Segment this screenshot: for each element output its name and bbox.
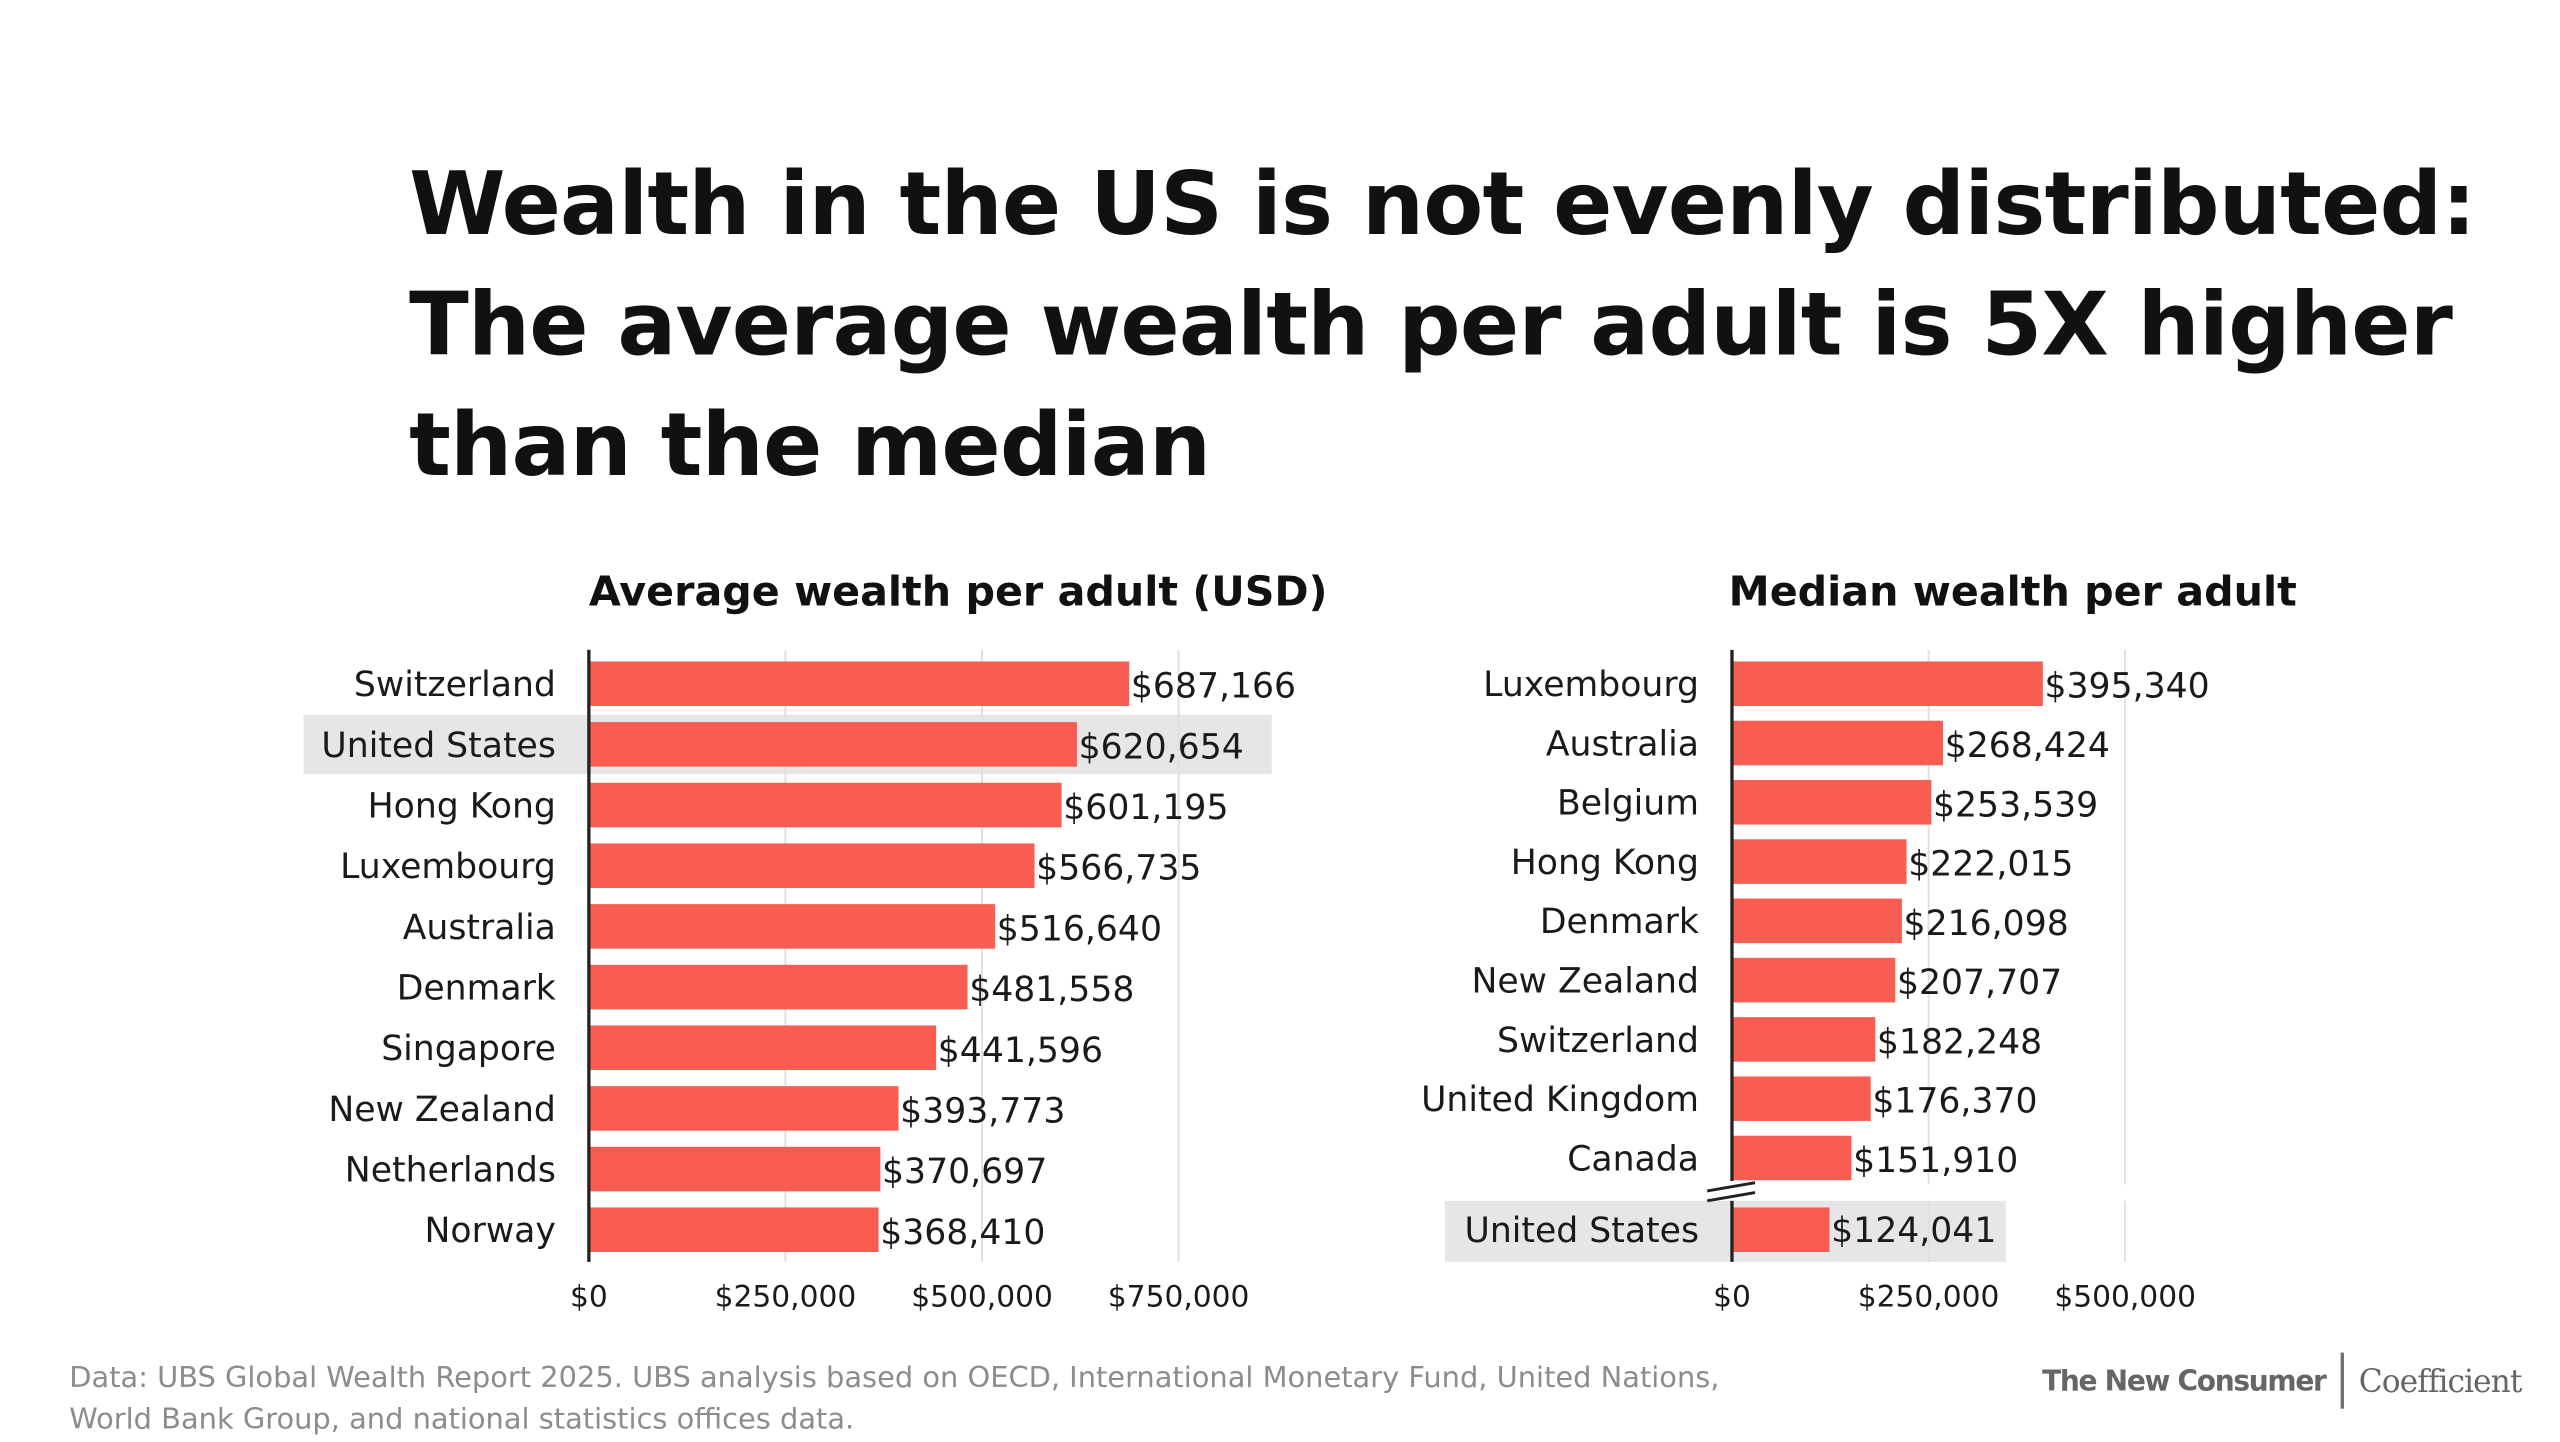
category-label-luxembourg: Luxembourg bbox=[1483, 665, 1699, 705]
bar-united-states bbox=[588, 722, 1077, 767]
value-label-australia: $516,640 bbox=[997, 909, 1162, 949]
bar-australia bbox=[1731, 720, 1944, 766]
category-label-belgium: Belgium bbox=[1557, 784, 1699, 824]
source-line-1: Data: UBS Global Wealth Report 2025. UBS… bbox=[69, 1362, 1720, 1396]
bar-australia bbox=[588, 904, 996, 949]
bar-new-zealand bbox=[1731, 957, 1896, 1003]
value-label-belgium: $253,539 bbox=[1933, 785, 2098, 825]
value-label-australia: $268,424 bbox=[1945, 726, 2110, 766]
category-label-singapore: Singapore bbox=[381, 1029, 556, 1069]
value-label-switzerland: $687,166 bbox=[1131, 667, 1296, 707]
value-label-denmark: $216,098 bbox=[1904, 904, 2069, 944]
category-label-new-zealand: New Zealand bbox=[328, 1090, 556, 1130]
tick-label-0: $0 bbox=[570, 1279, 608, 1314]
data-source-note: Data: UBS Global Wealth Report 2025. UBS… bbox=[69, 1359, 1817, 1441]
value-label-hong-kong: $222,015 bbox=[1908, 845, 2073, 885]
bar-luxembourg bbox=[1731, 661, 2043, 706]
title-line-2: The average wealth per adult is 5X highe… bbox=[409, 275, 2453, 377]
value-label-united-states: $620,654 bbox=[1079, 727, 1244, 767]
category-label-australia: Australia bbox=[403, 908, 556, 948]
bar-hong-kong bbox=[1731, 839, 1907, 884]
tick-label-3: $750,000 bbox=[1108, 1279, 1250, 1314]
bar-singapore bbox=[588, 1025, 937, 1070]
bar-hong-kong bbox=[588, 782, 1062, 828]
value-label-singapore: $441,596 bbox=[938, 1031, 1103, 1071]
bar-new-zealand bbox=[588, 1086, 899, 1131]
value-label-canada: $151,910 bbox=[1853, 1141, 2018, 1181]
value-label-luxembourg: $395,340 bbox=[2044, 667, 2209, 707]
value-label-new-zealand: $393,773 bbox=[900, 1091, 1065, 1131]
category-label-new-zealand: New Zealand bbox=[1471, 962, 1699, 1002]
tick-label-1: $250,000 bbox=[1858, 1279, 2000, 1314]
tick-label-0: $0 bbox=[1713, 1279, 1751, 1314]
category-label-norway: Norway bbox=[425, 1211, 556, 1251]
median-wealth-chart: Median wealth per adult Luxembourg $395,34… bbox=[1421, 567, 2297, 1314]
category-label-united-kingdom: United Kingdom bbox=[1421, 1080, 1699, 1120]
value-label-united-kingdom: $176,370 bbox=[1872, 1082, 2037, 1122]
chart-title: Median wealth per adult bbox=[1729, 567, 2297, 615]
bar-switzerland bbox=[588, 661, 1130, 706]
bar-united-states bbox=[1731, 1207, 1830, 1252]
highlight-band-united-states bbox=[1444, 1200, 2006, 1262]
main-title: Wealth in the US is not evenly distribut… bbox=[409, 145, 2476, 506]
category-label-netherlands: Netherlands bbox=[345, 1150, 556, 1190]
bar-canada bbox=[1731, 1135, 1852, 1181]
bar-denmark bbox=[1731, 898, 1902, 944]
title-line-3: than the median bbox=[409, 395, 1211, 497]
category-label-hong-kong: Hong Kong bbox=[368, 786, 556, 826]
value-label-hong-kong: $601,195 bbox=[1063, 788, 1228, 828]
category-label-luxembourg: Luxembourg bbox=[340, 847, 556, 887]
value-label-united-states: $124,041 bbox=[1831, 1211, 1996, 1251]
chart-title: Average wealth per adult (USD) bbox=[589, 567, 1328, 615]
category-label-united-states: United States bbox=[1465, 1211, 1699, 1251]
bar-luxembourg bbox=[588, 843, 1035, 888]
value-label-switzerland: $182,248 bbox=[1877, 1022, 2042, 1062]
value-label-luxembourg: $566,735 bbox=[1036, 849, 1201, 889]
tick-label-1: $250,000 bbox=[715, 1279, 857, 1314]
axis-break-mark-2 bbox=[1706, 1191, 1756, 1203]
bar-switzerland bbox=[1731, 1017, 1876, 1062]
category-label-denmark: Denmark bbox=[1540, 902, 1699, 942]
axis-break-mark-1 bbox=[1706, 1181, 1756, 1193]
brand-divider bbox=[2340, 1352, 2344, 1409]
bar-united-kingdom bbox=[1731, 1076, 1871, 1121]
category-label-switzerland: Switzerland bbox=[354, 665, 556, 705]
tick-label-2: $500,000 bbox=[911, 1279, 1053, 1314]
category-label-united-states: United States bbox=[321, 726, 555, 766]
category-label-switzerland: Switzerland bbox=[1497, 1021, 1699, 1061]
brand-coefficient: Coefficient bbox=[2358, 1364, 2523, 1401]
brand-the-new-consumer: The New Consumer bbox=[2042, 1365, 2327, 1399]
value-label-denmark: $481,558 bbox=[969, 970, 1134, 1010]
bar-denmark bbox=[588, 964, 968, 1010]
category-label-hong-kong: Hong Kong bbox=[1511, 843, 1699, 883]
value-label-new-zealand: $207,707 bbox=[1897, 963, 2062, 1003]
bar-netherlands bbox=[588, 1146, 881, 1192]
tick-label-2: $500,000 bbox=[2054, 1279, 2196, 1314]
category-label-denmark: Denmark bbox=[397, 968, 556, 1008]
category-label-canada: Canada bbox=[1567, 1139, 1699, 1179]
source-line-2: World Bank Group, and national statistic… bbox=[69, 1403, 855, 1437]
category-label-australia: Australia bbox=[1546, 724, 1699, 764]
bar-norway bbox=[588, 1207, 879, 1253]
value-label-norway: $368,410 bbox=[880, 1213, 1045, 1253]
average-wealth-chart: Average wealth per adult (USD) Switzerlan… bbox=[303, 567, 1328, 1314]
title-line-1: Wealth in the US is not evenly distribut… bbox=[409, 155, 2476, 256]
value-label-netherlands: $370,697 bbox=[882, 1152, 1047, 1192]
bar-belgium bbox=[1731, 780, 1932, 825]
